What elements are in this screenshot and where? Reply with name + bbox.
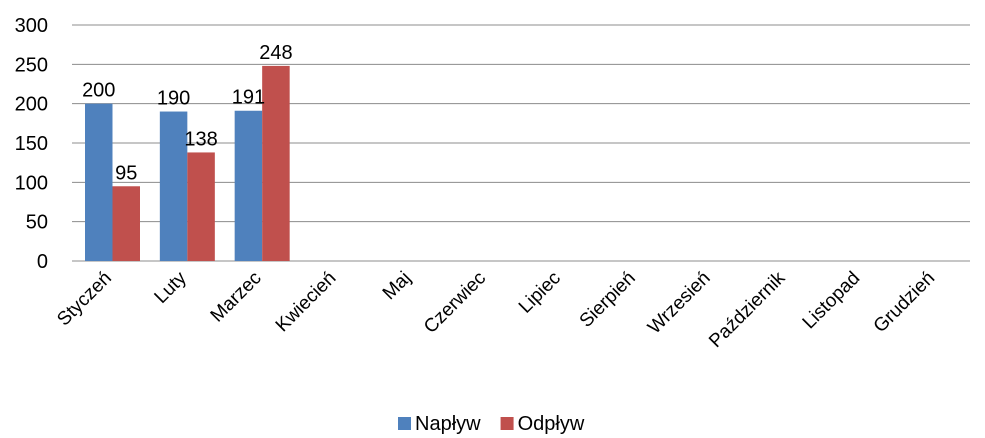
data-label: 200 [82,80,115,102]
x-tick-label: Marzec [207,268,266,327]
data-label: 191 [232,87,265,109]
legend-label: Napływ [415,413,481,435]
data-labels: 200 190 191 95 138 248 [82,42,293,184]
x-tick-label: Listopad [799,268,865,334]
data-label: 248 [259,42,292,64]
x-tick-label: Luty [151,267,192,308]
x-tick-label: Maj [379,268,416,305]
x-tick-label: Czerwiec [420,268,490,338]
x-tick-label: Październik [705,267,790,352]
data-label: 95 [115,162,137,184]
y-tick-label: 250 [15,54,48,76]
y-tick-label: 200 [15,94,48,116]
x-tick-label: Styczeń [53,268,116,331]
gridlines [72,24,970,262]
y-tick-label: 0 [37,251,48,273]
bar [262,65,290,261]
bar [159,111,188,262]
y-tick-label: 50 [26,212,48,234]
legend-swatch [398,417,411,430]
data-label: 138 [184,128,217,150]
bar [187,152,215,261]
data-label: 190 [157,88,190,110]
x-tick-label: Grudzień [870,268,939,337]
bars [85,65,290,262]
x-tick-label: Kwiecień [272,268,341,337]
y-axis-ticks: 0 50 100 150 200 250 300 [15,15,48,273]
x-axis-ticks: Styczeń Luty Marzec Kwiecień Maj Czerwiec Lipi… [53,267,939,352]
y-tick-label: 100 [15,172,48,194]
bar [234,110,263,261]
x-tick-label: Sierpień [576,268,640,332]
y-tick-label: 300 [15,15,48,37]
bar [112,186,140,261]
bar [85,103,113,262]
legend-label: Odpływ [518,413,585,435]
x-tick-label: Wrzesień [644,268,715,339]
legend: Napływ Odpływ [398,413,585,435]
y-tick-label: 150 [15,133,48,155]
x-tick-label: Lipiec [515,268,565,318]
legend-swatch [500,417,514,430]
